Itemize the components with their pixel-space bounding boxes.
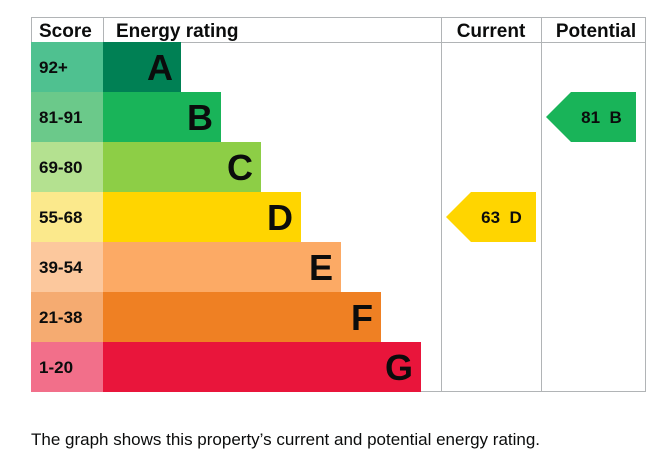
potential-rating: 81 B — [546, 92, 636, 142]
score-cell-d — [31, 192, 103, 242]
band-bar-f — [103, 292, 381, 342]
score-label-a: 92+ — [39, 58, 68, 77]
potential-rating-label: 81 B — [581, 108, 622, 127]
header-potential: Potential — [556, 21, 636, 42]
score-cell-c — [31, 142, 103, 192]
band-letter-d: D — [267, 197, 293, 238]
rating-indicators: 63 D 81 B — [446, 92, 636, 242]
score-label-g: 1-20 — [39, 358, 73, 377]
band-row-d: 55-68 D — [31, 192, 301, 242]
epc-chart: Score Energy rating Current Potential 92… — [31, 17, 646, 392]
header-current: Current — [457, 21, 526, 42]
current-rating: 63 D — [446, 192, 536, 242]
band-row-g: 1-20 G — [31, 342, 421, 392]
band-bar-d — [103, 192, 301, 242]
band-letter-f: F — [351, 297, 373, 338]
band-letter-c: C — [227, 147, 253, 188]
header-energy-rating: Energy rating — [116, 21, 238, 42]
header-score: Score — [39, 21, 92, 42]
band-letter-g: G — [385, 347, 413, 388]
score-cell-g — [31, 342, 103, 392]
band-bar-e — [103, 242, 341, 292]
score-label-b: 81-91 — [39, 108, 82, 127]
band-bar-b — [103, 92, 221, 142]
band-row-a: 92+ A — [31, 42, 181, 92]
potential-rating-arrow — [546, 92, 636, 142]
score-label-c: 69-80 — [39, 158, 82, 177]
score-cell-e — [31, 242, 103, 292]
chart-caption: The graph shows this property’s current … — [31, 430, 541, 449]
band-letter-b: B — [187, 97, 213, 138]
score-cell-a — [31, 42, 103, 92]
band-bar-g — [103, 342, 421, 392]
band-letter-e: E — [309, 247, 333, 288]
band-row-b: 81-91 B — [31, 92, 221, 142]
band-letter-a: A — [147, 47, 173, 88]
band-row-f: 21-38 F — [31, 292, 381, 342]
band-bar-a — [103, 42, 181, 92]
current-rating-label: 63 D — [481, 208, 522, 227]
band-row-c: 69-80 C — [31, 142, 261, 192]
rating-bands: 92+ A 81-91 B 69-80 C 55-68 D 39-54 E 21-38 F 1-20 G — [31, 42, 421, 392]
band-bar-c — [103, 142, 261, 192]
current-rating-arrow — [446, 192, 536, 242]
score-label-d: 55-68 — [39, 208, 82, 227]
score-label-e: 39-54 — [39, 258, 83, 277]
score-cell-f — [31, 292, 103, 342]
score-cell-b — [31, 92, 103, 142]
band-row-e: 39-54 E — [31, 242, 341, 292]
score-label-f: 21-38 — [39, 308, 82, 327]
